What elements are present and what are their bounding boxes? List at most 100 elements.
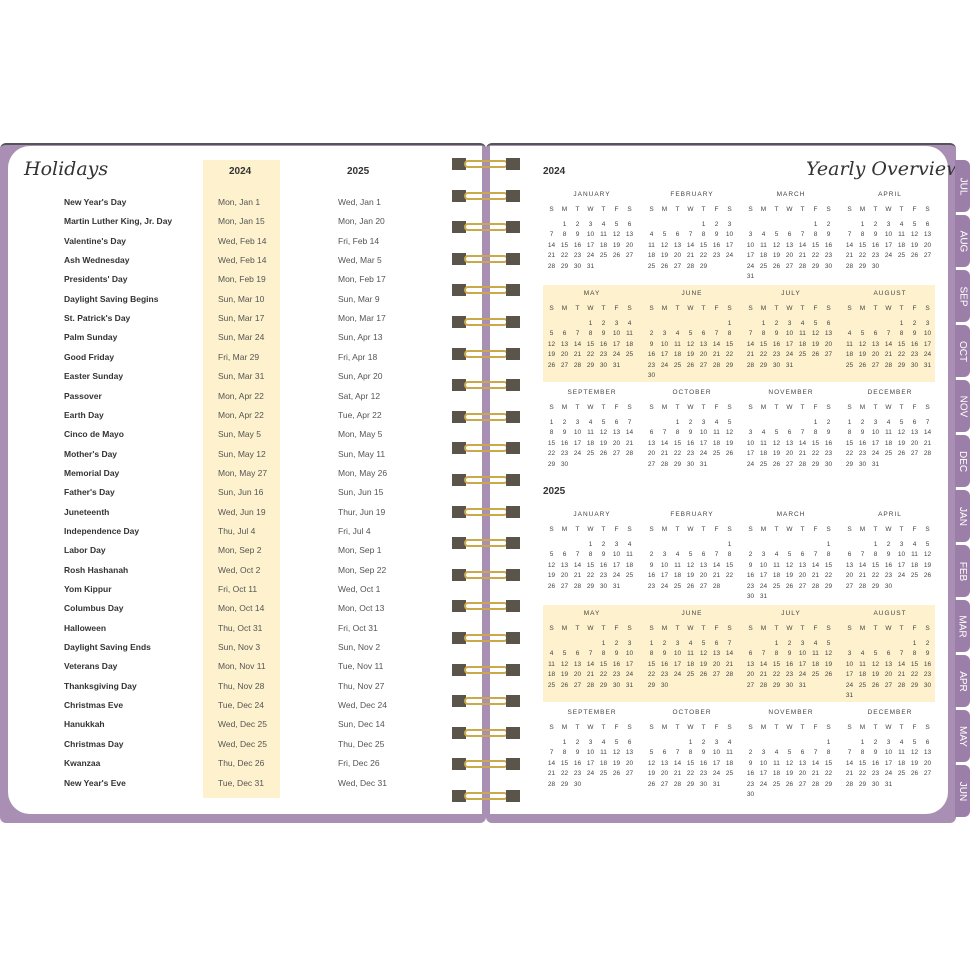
month-name: SEPTEMBER (567, 389, 617, 396)
weekday-header: S (748, 724, 753, 731)
day-cell: 12 (897, 429, 906, 436)
day-cell: 22 (811, 252, 820, 259)
blank-day (558, 639, 571, 648)
weekday-header: M (859, 305, 866, 312)
day-cell: 7 (925, 418, 930, 426)
day-cell: 23 (660, 671, 669, 678)
day-cell: 20 (699, 572, 708, 579)
day-cell: 9 (601, 551, 606, 558)
day-cell: 17 (845, 671, 854, 678)
weekday-header: S (847, 305, 852, 312)
month-tab-apr[interactable]: APR (955, 655, 970, 707)
holiday-date-2024: Tue, Dec 31 (218, 777, 264, 788)
day-cell: 3 (787, 319, 792, 327)
day-cell: 16 (746, 770, 755, 777)
day-cell: 26 (612, 252, 621, 259)
weekday-header: M (859, 404, 866, 411)
day-cell: 28 (673, 780, 682, 788)
day-cell: 26 (772, 460, 781, 468)
day-cell: 24 (759, 780, 768, 788)
month-tab-jul[interactable]: JUL (955, 160, 970, 212)
day-cell: 20 (699, 351, 708, 358)
day-cell: 26 (785, 780, 794, 788)
weekday-header: M (661, 305, 668, 312)
month-tab-oct[interactable]: OCT (955, 325, 970, 377)
month-tab-dec[interactable]: DEC (955, 435, 970, 487)
day-cell: 12 (560, 660, 569, 668)
day-cell: 21 (798, 252, 807, 259)
day-cell: 1 (899, 319, 904, 327)
day-cell: 27 (785, 460, 794, 468)
day-cell: 13 (845, 561, 854, 569)
day-cell: 2 (714, 220, 719, 228)
month-tab-sep[interactable]: SEP (955, 270, 970, 322)
weekday-header: T (701, 206, 706, 213)
month-calendar: JUNE S M T W T F S 1 2 3 4 5 6 7 8 9 10 11 12 13 14 15 16 17 18 19… (645, 610, 739, 690)
month-tab-may[interactable]: MAY (955, 710, 970, 762)
day-cell: 19 (772, 450, 781, 457)
weekday-header: F (614, 206, 619, 213)
day-cell: 5 (787, 551, 792, 558)
month-tab-feb[interactable]: FEB (955, 545, 970, 597)
day-cell: 1 (813, 220, 818, 228)
weekday-header: F (912, 526, 917, 533)
day-cell: 31 (712, 780, 721, 788)
month-tab-nov[interactable]: NOV (955, 380, 970, 432)
day-cell: 5 (614, 220, 619, 228)
tab-label: JUL (957, 177, 969, 195)
day-cell: 27 (746, 681, 755, 689)
day-cell: 10 (725, 231, 734, 238)
day-cell: 17 (884, 241, 893, 249)
holiday-date-2024: Fri, Mar 29 (218, 351, 260, 362)
day-cell: 20 (923, 759, 932, 767)
holiday-date-2025: Fri, Jul 4 (338, 525, 371, 536)
day-cell: 7 (761, 650, 766, 657)
holiday-name: Passover (64, 390, 102, 401)
day-cell: 4 (761, 231, 766, 238)
day-cell: 28 (573, 582, 582, 590)
month-tab-aug[interactable]: AUG (955, 215, 970, 267)
day-cell: 25 (647, 262, 656, 270)
month-name: MAY (583, 290, 601, 297)
day-cell: 5 (774, 429, 779, 436)
day-cell: 29 (560, 780, 569, 788)
weekday-header: W (885, 206, 892, 213)
day-cell: 9 (649, 340, 654, 348)
holiday-date-2024: Mon, Nov 11 (218, 661, 266, 672)
month-tab-jan[interactable]: JAN (955, 490, 970, 542)
month-name: JANUARY (573, 191, 611, 198)
day-cell: 3 (847, 650, 852, 657)
month-tab-jun[interactable]: JUN (955, 765, 970, 817)
day-cell: 23 (884, 572, 893, 579)
month-name: AUGUST (873, 290, 907, 297)
day-cell: 21 (811, 572, 820, 579)
day-cell: 10 (884, 749, 893, 756)
blank-day (770, 418, 783, 427)
day-cell: 25 (910, 572, 919, 579)
holiday-date-2025: Mon, Mar 17 (338, 313, 386, 324)
tab-label: FEB (957, 561, 969, 581)
day-cell: 11 (600, 231, 607, 238)
day-cell: 21 (746, 351, 755, 358)
day-cell: 25 (772, 780, 781, 788)
blank-day (856, 639, 869, 648)
weekday-header: M (859, 625, 866, 632)
weekday-header: S (649, 625, 654, 632)
weekday-header: S (627, 305, 632, 312)
day-cell: 5 (774, 231, 779, 238)
weekday-header: S (727, 404, 732, 411)
day-cell: 1 (588, 319, 593, 327)
day-cell: 1 (562, 738, 567, 746)
day-cell: 2 (562, 418, 567, 426)
day-cell: 23 (647, 361, 656, 369)
weekday-header: T (701, 724, 706, 731)
day-cell: 5 (614, 738, 619, 746)
month-tab-mar[interactable]: MAR (955, 600, 970, 652)
day-cell: 2 (886, 540, 891, 548)
day-cell: 4 (714, 418, 719, 426)
day-cell: 31 (798, 681, 807, 689)
day-cell: 4 (601, 220, 606, 228)
day-cell: 16 (573, 241, 582, 249)
day-cell: 13 (785, 439, 794, 447)
weekday-header: F (912, 305, 917, 312)
